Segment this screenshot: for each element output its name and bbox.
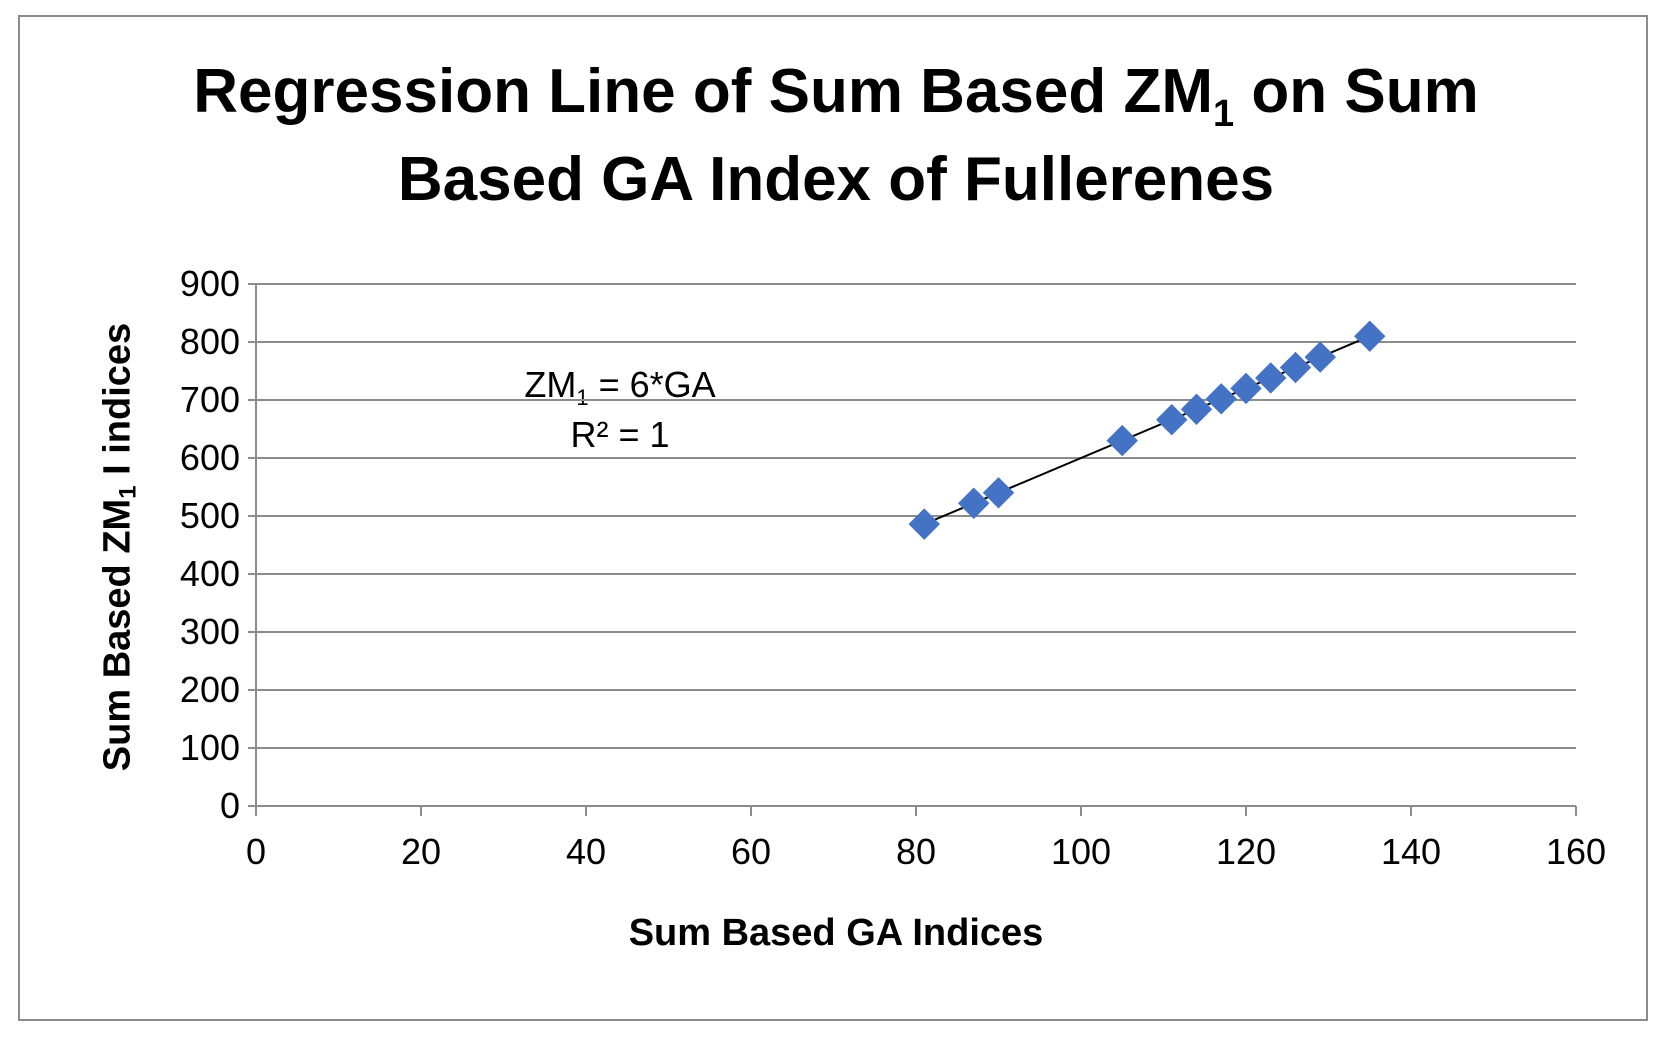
y-tick-label: 200 <box>180 669 240 710</box>
trendline-r-squared: R² = 1 <box>570 414 670 455</box>
data-point <box>1354 320 1386 352</box>
y-tick-label: 100 <box>180 727 240 768</box>
data-point <box>1106 424 1138 457</box>
chart-title-line2: Based GA Index of Fullerenes <box>397 145 1275 214</box>
x-tick-label: 120 <box>1216 831 1276 872</box>
data-point <box>1205 383 1237 415</box>
y-tick-label: 0 <box>220 785 240 826</box>
chart-frame <box>18 15 1648 1021</box>
x-tick-label: 80 <box>896 831 936 872</box>
data-point <box>908 508 940 540</box>
x-tick-label: 140 <box>1381 831 1441 872</box>
data-point <box>1230 372 1262 405</box>
y-tick-label: 600 <box>180 437 240 478</box>
trendline-equation-block: ZM1 = 6*GA R² = 1 <box>460 360 780 460</box>
x-tick-label: 0 <box>246 831 266 872</box>
x-tick-label: 100 <box>1051 831 1111 872</box>
y-tick-label: 300 <box>180 611 240 652</box>
y-tick-label: 500 <box>180 495 240 536</box>
y-tick-label: 800 <box>180 321 240 362</box>
trendline-equation: ZM1 = 6*GA <box>524 364 716 410</box>
x-tick-label: 40 <box>566 831 606 872</box>
x-tick-label: 60 <box>731 831 771 872</box>
y-tick-label: 400 <box>180 553 240 594</box>
data-point <box>982 477 1015 509</box>
chart-title-line1: Regression Line of Sum Based ZM1 on Sum <box>193 57 1479 135</box>
data-point <box>958 487 990 519</box>
data-point <box>1279 351 1312 384</box>
data-point <box>1156 404 1188 436</box>
x-axis-label: Sum Based GA Indices <box>628 912 1044 954</box>
x-tick-label: 160 <box>1546 831 1606 872</box>
y-tick-label: 900 <box>180 263 240 304</box>
data-point <box>1180 393 1213 425</box>
chart-title: Regression Line of Sum Based ZM1 on Sum … <box>0 48 1672 224</box>
data-point <box>1255 362 1287 394</box>
y-tick-label: 700 <box>180 379 240 420</box>
data-point <box>1304 341 1336 373</box>
x-tick-label: 20 <box>401 831 441 872</box>
